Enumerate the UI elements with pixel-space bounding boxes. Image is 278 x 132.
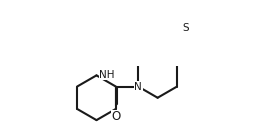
Text: O: O [111,110,120,123]
Text: NH: NH [99,70,115,80]
Text: S: S [182,23,189,33]
Text: N: N [134,82,142,92]
